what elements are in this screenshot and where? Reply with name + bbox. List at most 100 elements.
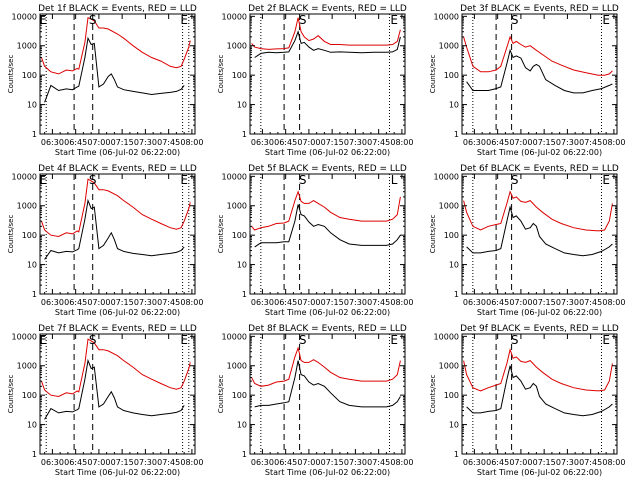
- y-axis-label: Counts/sec: [7, 55, 15, 94]
- x-tick-label: 07:45: [157, 458, 180, 467]
- x-tick-label: 06:45: [486, 138, 509, 147]
- y-tick-label: 1000: [17, 202, 37, 211]
- y-tick-label: 1: [242, 290, 247, 299]
- y-tick-label: 1: [32, 450, 37, 459]
- y-tick-label: 1: [242, 130, 247, 139]
- y-tick-label: 1000: [439, 362, 459, 371]
- panel-title: Det 8f BLACK = Events, RED = LLD: [248, 324, 407, 334]
- event-marker-label: L: [391, 173, 398, 187]
- y-tick-label: 10: [237, 261, 247, 270]
- x-tick-label: 07:15: [111, 298, 134, 307]
- x-tick-label: 07:45: [367, 298, 390, 307]
- event-marker-label: S: [89, 13, 97, 27]
- y-tick-label: 1: [242, 450, 247, 459]
- x-tick-label: 06:45: [486, 298, 509, 307]
- x-tick-label: 07:45: [157, 298, 180, 307]
- events-series-line: [466, 48, 613, 94]
- x-tick-label: 07:30: [556, 458, 579, 467]
- y-tick-label: 10: [449, 421, 459, 430]
- plot-frame: [461, 173, 618, 295]
- x-tick-label: 08:00: [180, 138, 203, 147]
- panel-title: Det 9f BLACK = Events, RED = LLD: [460, 324, 619, 334]
- x-tick-label: 06:45: [64, 458, 87, 467]
- x-tick-label: 07:15: [321, 138, 344, 147]
- x-axis-label: Start Time (06-Jul-02 06:22:00): [265, 468, 390, 477]
- plot-frame: [39, 333, 196, 455]
- y-tick-label: 1: [454, 130, 459, 139]
- x-tick-label: 06:30: [41, 458, 64, 467]
- panel-title: Det 7f BLACK = Events, RED = LLD: [38, 324, 197, 334]
- panel-title: Det 1f BLACK = Events, RED = LLD: [38, 4, 197, 14]
- y-tick-label: 10000: [12, 12, 37, 21]
- y-tick-label: 1: [32, 290, 37, 299]
- y-tick-label: 100: [22, 391, 37, 400]
- x-tick-label: 07:30: [134, 298, 157, 307]
- lld-series-line: [463, 35, 613, 76]
- event-marker-label: E: [180, 333, 188, 347]
- plot-frame: [249, 333, 406, 455]
- event-marker-label: E: [602, 13, 610, 27]
- x-axis-label: Start Time (06-Jul-02 06:22:00): [477, 148, 602, 157]
- y-tick-label: 10: [27, 261, 37, 270]
- y-axis-label: Counts/sec: [217, 375, 225, 414]
- y-tick-label: 1000: [227, 362, 247, 371]
- event-marker-label: S: [511, 173, 519, 187]
- x-tick-label: 07:15: [111, 458, 134, 467]
- y-tick-label: 100: [22, 71, 37, 80]
- x-tick-label: 07:45: [367, 458, 390, 467]
- x-tick-label: 07:45: [579, 298, 602, 307]
- y-axis-label: Counts/sec: [217, 215, 225, 254]
- x-tick-label: 07:15: [321, 298, 344, 307]
- y-tick-label: 10000: [222, 172, 247, 181]
- event-marker-label: S: [299, 333, 307, 347]
- x-axis-label: Start Time (06-Jul-02 06:22:00): [265, 148, 390, 157]
- x-tick-label: 08:00: [390, 458, 413, 467]
- lld-series-line: [251, 346, 401, 387]
- x-tick-label: 08:00: [180, 458, 203, 467]
- x-axis-label: Start Time (06-Jul-02 06:22:00): [55, 308, 180, 317]
- x-tick-label: 07:30: [134, 138, 157, 147]
- y-tick-label: 1: [32, 130, 37, 139]
- x-tick-label: 08:00: [602, 298, 625, 307]
- x-tick-label: 06:45: [486, 458, 509, 467]
- x-tick-label: 06:30: [41, 298, 64, 307]
- y-tick-label: 1000: [227, 42, 247, 51]
- lld-series-line: [463, 190, 613, 232]
- x-axis-label: Start Time (06-Jul-02 06:22:00): [265, 308, 390, 317]
- event-marker-label: S: [89, 173, 97, 187]
- x-tick-label: 06:30: [463, 138, 486, 147]
- y-tick-label: 1: [454, 290, 459, 299]
- x-tick-label: 07:30: [344, 298, 367, 307]
- x-tick-label: 06:30: [251, 458, 274, 467]
- x-tick-label: 07:00: [509, 298, 532, 307]
- panel-title: Det 6f BLACK = Events, RED = LLD: [460, 164, 619, 174]
- y-tick-label: 10000: [434, 172, 459, 181]
- x-tick-label: 06:45: [64, 138, 87, 147]
- event-marker-label: E: [390, 13, 398, 27]
- x-tick-label: 07:30: [556, 138, 579, 147]
- y-tick-label: 100: [232, 391, 247, 400]
- event-marker-label: E: [39, 13, 47, 27]
- panel-title: Det 5f BLACK = Events, RED = LLD: [248, 164, 407, 174]
- y-tick-label: 100: [22, 231, 37, 240]
- x-tick-label: 07:00: [297, 298, 320, 307]
- y-tick-label: 100: [444, 71, 459, 80]
- y-tick-label: 10: [237, 101, 247, 110]
- x-tick-label: 06:30: [41, 138, 64, 147]
- y-tick-label: 1000: [439, 42, 459, 51]
- y-axis-label: Counts/sec: [429, 55, 437, 94]
- x-tick-label: 08:00: [180, 298, 203, 307]
- event-marker-label: E: [602, 333, 610, 347]
- x-tick-label: 07:15: [533, 298, 556, 307]
- x-tick-label: 08:00: [602, 138, 625, 147]
- events-series-line: [44, 358, 185, 420]
- y-tick-label: 100: [444, 391, 459, 400]
- x-tick-label: 06:30: [251, 298, 274, 307]
- x-tick-label: 07:00: [87, 138, 110, 147]
